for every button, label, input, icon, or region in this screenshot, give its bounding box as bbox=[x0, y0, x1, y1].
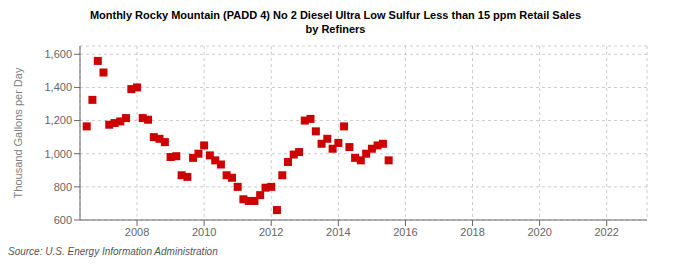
svg-text:2012: 2012 bbox=[259, 226, 283, 238]
svg-text:2020: 2020 bbox=[527, 226, 551, 238]
svg-text:600: 600 bbox=[54, 214, 72, 226]
html-text:by Refiners: by Refiners bbox=[305, 23, 366, 35]
svg-text:1,600: 1,600 bbox=[44, 48, 72, 60]
html-text:Source: U.S. Energy Informatio: Source: U.S. Energy Information Administ… bbox=[8, 246, 218, 257]
svg-text:2018: 2018 bbox=[460, 226, 484, 238]
html-text:Monthly Rocky Mountain (PADD 4: Monthly Rocky Mountain (PADD 4) No 2 Die… bbox=[89, 9, 582, 21]
svg-text:Thousand Gallons per Day: Thousand Gallons per Day bbox=[12, 67, 24, 198]
svg-text:2014: 2014 bbox=[326, 226, 350, 238]
svg-text:1,000: 1,000 bbox=[44, 148, 72, 160]
svg-text:800: 800 bbox=[54, 181, 72, 193]
svg-text:2022: 2022 bbox=[594, 226, 618, 238]
svg-text:1,400: 1,400 bbox=[44, 81, 72, 93]
svg-text:1,200: 1,200 bbox=[44, 114, 72, 126]
svg-text:2008: 2008 bbox=[125, 226, 149, 238]
svg-text:2016: 2016 bbox=[393, 226, 417, 238]
svg-text:2010: 2010 bbox=[192, 226, 216, 238]
